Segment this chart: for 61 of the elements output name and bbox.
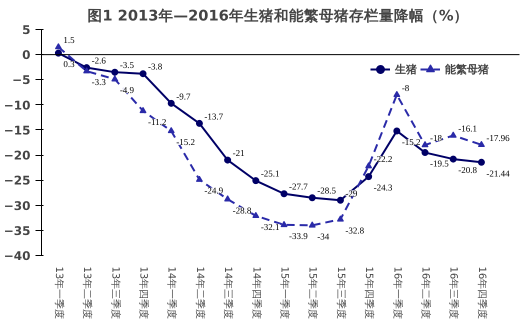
x-tick-label: 15年四季度 xyxy=(363,266,376,320)
data-label: -3.5 xyxy=(120,60,135,70)
y-tick-label: −40 xyxy=(4,249,31,263)
data-label: -15.2 xyxy=(176,136,195,147)
data-label: -29 xyxy=(345,188,358,198)
y-tick-label: 5 xyxy=(22,23,31,37)
data-label: -13.7 xyxy=(204,111,224,122)
x-tick-label: 15年一季度 xyxy=(278,266,291,320)
x-tick-label: 15年二季度 xyxy=(306,266,319,320)
data-label: -19.5 xyxy=(430,158,450,169)
data-label: 1.5 xyxy=(63,35,76,46)
x-tick-label: 13年二季度 xyxy=(81,266,94,320)
data-label: -22.2 xyxy=(374,154,392,164)
data-label: -25.1 xyxy=(260,168,280,179)
data-label: -21.44 xyxy=(486,168,510,178)
y-tick-label: −35 xyxy=(4,224,31,238)
y-tick-label: −10 xyxy=(4,98,31,112)
data-label: -33.9 xyxy=(289,230,308,241)
data-label: -4.9 xyxy=(120,85,135,96)
x-tick-label: 14年三季度 xyxy=(222,266,234,320)
data-label: -28.8 xyxy=(232,205,252,216)
data-label: -2.6 xyxy=(92,56,106,66)
data-label: -24.9 xyxy=(204,186,224,196)
x-tick-label: 14年一季度 xyxy=(166,266,178,320)
y-tick-label: 0 xyxy=(22,48,31,62)
data-label: -32.8 xyxy=(345,225,365,236)
legend-label: 生猪 xyxy=(395,62,417,76)
data-label: -3.3 xyxy=(92,77,106,88)
data-label: -21 xyxy=(232,148,245,158)
data-label: -11.2 xyxy=(148,116,166,127)
data-label: -27.7 xyxy=(289,182,308,192)
data-label: -34 xyxy=(317,231,330,242)
data-label: -9.7 xyxy=(176,91,191,102)
x-tick-label: 16年二季度 xyxy=(420,266,432,320)
data-label: -32.1 xyxy=(260,222,280,232)
data-label: -15.2 xyxy=(402,136,421,147)
y-tick-label: −25 xyxy=(4,174,31,188)
data-label: -8 xyxy=(402,82,410,93)
x-tick-label: 16年四季度 xyxy=(476,266,488,320)
chart-title: 图1 2013年—2016年生猪和能繁母猪存栏量降幅（%） xyxy=(87,8,469,24)
data-label: -24.3 xyxy=(374,182,393,193)
data-label: -16.1 xyxy=(458,123,477,134)
x-tick-label: 16年一季度 xyxy=(391,266,404,320)
data-label: -20.8 xyxy=(458,165,478,176)
x-tick-label: 15年三季度 xyxy=(334,266,347,320)
x-tick-label: 13年三季度 xyxy=(109,266,122,320)
x-tick-label: 14年四季度 xyxy=(250,266,262,320)
y-tick-label: −20 xyxy=(4,148,31,163)
data-label: -3.8 xyxy=(148,62,163,72)
x-tick-label: 13年一季度 xyxy=(52,266,65,320)
data-label: -18 xyxy=(430,133,443,144)
data-label: 0.3 xyxy=(63,59,76,70)
x-tick-label: 13年四季度 xyxy=(138,266,150,320)
legend-label: 能繁母猪 xyxy=(445,62,489,76)
data-label: -28.5 xyxy=(317,186,336,196)
y-tick-label: −15 xyxy=(4,123,31,138)
data-label: -17.96 xyxy=(486,132,510,143)
y-tick-label: −5 xyxy=(12,73,30,88)
x-tick-label: 16年三季度 xyxy=(448,266,460,320)
y-tick-label: −30 xyxy=(4,198,31,213)
x-tick-label: 14年二季度 xyxy=(194,266,206,320)
